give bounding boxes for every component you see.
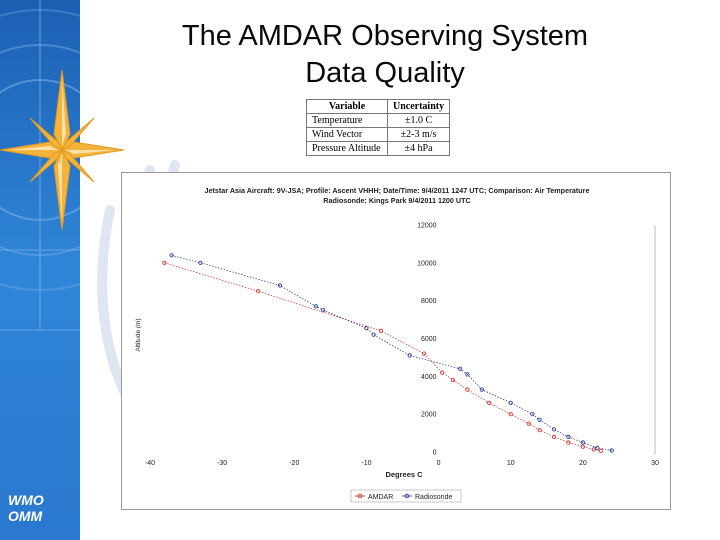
table-row: Pressure Altitude ±4 hPa: [306, 141, 451, 156]
data-point-radiosonde: [321, 308, 326, 313]
logo-text-wmo: WMO: [8, 492, 44, 508]
logo-text-omm: OMM: [8, 508, 43, 524]
wmo-logo: WMO OMM: [8, 492, 72, 524]
x-tick-label: 30: [651, 460, 659, 467]
data-point-radiosonde: [458, 366, 463, 371]
sidebar-graphic: [0, 0, 80, 540]
y-tick-label: 0: [433, 450, 437, 457]
x-axis-label: Degrees C: [385, 470, 423, 479]
data-point-radiosonde: [277, 283, 282, 288]
data-point-radiosonde: [371, 332, 376, 337]
table-cell-variable: Temperature: [306, 113, 388, 128]
data-point-radiosonde: [313, 304, 318, 309]
chart-subtitle: Radiosonde: Kings Park 9/4/2011 1200 UTC: [323, 196, 470, 205]
data-point-radiosonde: [595, 445, 600, 450]
legend-label-radiosonde: Radiosonde: [415, 494, 452, 501]
uncertainty-table: Variable Uncertainty Temperature ±1.0 C …: [306, 99, 451, 156]
data-point-amdar: [440, 370, 445, 375]
data-point-amdar: [508, 412, 513, 417]
x-tick-label: -20: [289, 460, 299, 467]
x-tick-label: -30: [217, 460, 227, 467]
data-point-radiosonde: [407, 353, 412, 358]
data-point-radiosonde: [551, 427, 557, 432]
slide-title-line-2: Data Quality: [305, 57, 465, 89]
legend-label-amdar: AMDAR: [368, 494, 393, 501]
table-cell-uncertainty: ±1.0 C: [386, 113, 451, 128]
plot-layer: -40 -30 -20 -10 0 10 20 30 0 2000 4000 6000 8000 1000…: [145, 223, 659, 468]
legend-marker-radiosonde: [404, 493, 410, 499]
table-cell-variable: Pressure Altitude: [306, 141, 388, 156]
table-header-variable: Variable: [306, 99, 388, 114]
wmo-sidebar: [0, 0, 80, 540]
x-tick-label: -40: [145, 460, 155, 467]
data-point-amdar: [551, 434, 557, 439]
table-header-row: Variable Uncertainty: [306, 99, 451, 114]
data-point-amdar: [591, 447, 596, 452]
y-tick-label: 12000: [417, 223, 437, 230]
table-cell-uncertainty: ±2-3 m/s: [386, 127, 451, 142]
x-tick-label: -10: [361, 460, 371, 467]
data-point-radiosonde: [580, 440, 585, 445]
slide-title: The AMDAR Observing System Data Quality: [80, 18, 690, 92]
slide-title-line-1: The AMDAR Observing System: [181, 20, 589, 52]
chart-panel: Jetstar Asia Aircraft: 9V-JSA; Profile: …: [121, 172, 671, 510]
data-point-amdar: [256, 289, 261, 294]
data-point-radiosonde: [465, 372, 470, 377]
y-tick-label: 6000: [421, 336, 437, 343]
data-point-amdar: [526, 421, 531, 426]
data-point-amdar: [162, 260, 167, 265]
data-point-amdar: [421, 351, 427, 356]
legend-marker-amdar: [357, 493, 363, 499]
data-point-amdar: [580, 444, 585, 449]
chart-legend: AMDAR Radiosonde: [350, 489, 462, 503]
y-axis-label: Altitude (m): [135, 318, 142, 351]
data-point-radiosonde: [364, 326, 369, 331]
x-tick-label: 0: [437, 460, 441, 467]
data-point-radiosonde: [169, 253, 174, 258]
series-line-amdar: [164, 262, 601, 452]
x-tick-label: 20: [579, 460, 587, 467]
data-point-amdar: [378, 328, 383, 333]
table-cell-uncertainty: ±4 hPa: [386, 141, 451, 156]
data-point-amdar: [537, 428, 542, 433]
table-row: Wind Vector ±2-3 m/s: [306, 127, 451, 142]
data-point-amdar: [486, 400, 492, 405]
data-point-amdar: [598, 448, 603, 453]
y-tick-label: 8000: [421, 298, 437, 305]
data-point-radiosonde: [508, 400, 513, 405]
table-cell-variable: Wind Vector: [306, 127, 388, 142]
x-tick-label: 10: [507, 460, 515, 467]
data-point-radiosonde: [537, 417, 542, 422]
data-point-radiosonde: [530, 412, 535, 417]
data-point-amdar: [566, 440, 571, 445]
y-tick-label: 4000: [421, 374, 437, 381]
data-point-amdar: [465, 387, 470, 392]
series-line-radiosonde: [171, 254, 612, 451]
data-point-radiosonde: [566, 434, 571, 439]
data-point-radiosonde: [198, 260, 203, 265]
data-point-radiosonde: [609, 448, 614, 453]
compass-star-icon: [0, 70, 125, 230]
table-row: Temperature ±1.0 C: [306, 113, 451, 128]
data-point-radiosonde: [479, 387, 484, 392]
chart-title: Jetstar Asia Aircraft: 9V-JSA; Profile: …: [205, 186, 590, 195]
data-point-amdar: [450, 378, 456, 383]
table-header-uncertainty: Uncertainty: [386, 99, 451, 114]
y-tick-label: 2000: [421, 412, 437, 419]
temperature-profile-chart: Jetstar Asia Aircraft: 9V-JSA; Profile: …: [135, 186, 659, 503]
y-tick-label: 10000: [417, 260, 437, 267]
